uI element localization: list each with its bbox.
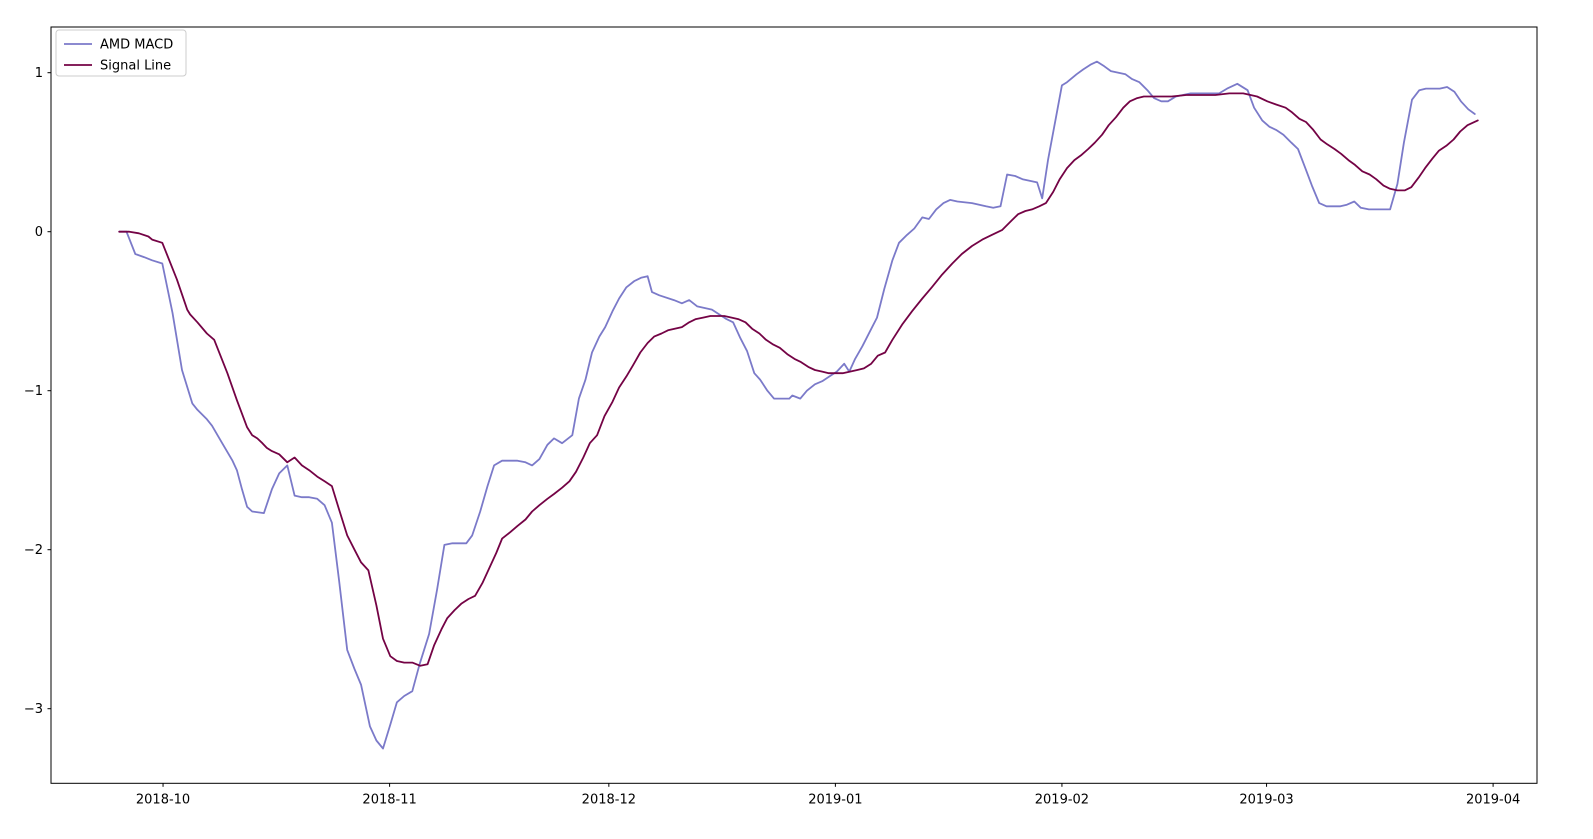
- y-tick-label: −2: [24, 543, 43, 558]
- x-tick-label: 2019-01: [808, 792, 862, 807]
- x-tick-label: 2018-11: [362, 792, 416, 807]
- y-tick-label: 0: [35, 225, 43, 240]
- y-tick-label: −1: [24, 384, 43, 399]
- x-tick-label: 2018-12: [582, 792, 636, 807]
- legend-label: Signal Line: [100, 59, 171, 74]
- y-tick-label: 1: [35, 66, 43, 81]
- x-tick-label: 2019-04: [1466, 792, 1520, 807]
- x-tick-label: 2019-02: [1035, 792, 1089, 807]
- y-tick-label: −3: [24, 702, 43, 717]
- signal-line: [118, 92, 1479, 667]
- legend-label: AMD MACD: [100, 38, 173, 53]
- plot-area: [50, 26, 1538, 784]
- macd-line: [118, 60, 1476, 750]
- x-tick-label: 2019-03: [1239, 792, 1293, 807]
- x-tick-label: 2018-10: [136, 792, 190, 807]
